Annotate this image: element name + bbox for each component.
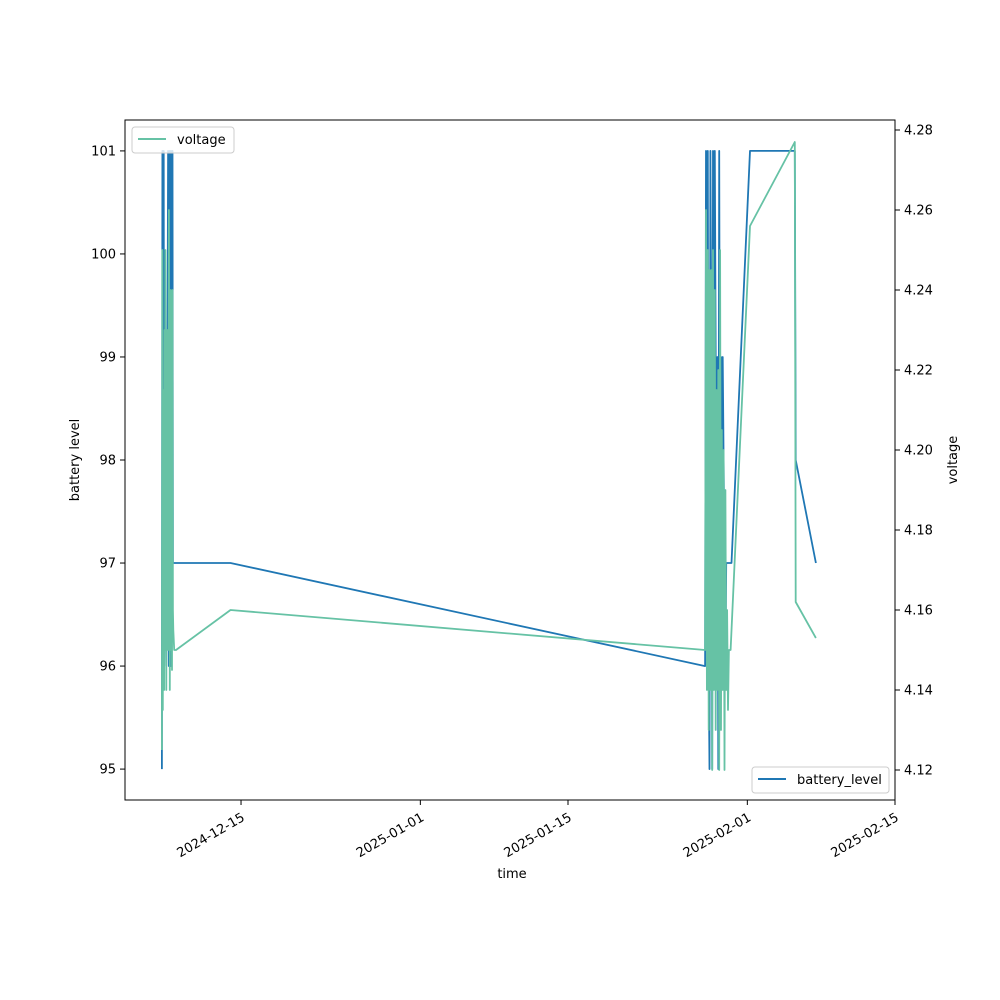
legend-battery-level-label: battery_level [797,773,882,788]
left-y-tick-label: 101 [91,144,116,159]
right-y-tick-label: 4.16 [904,604,933,619]
x-tick-label: 2025-02-01 [681,810,754,861]
x-tick-label: 2025-02-15 [829,810,902,861]
right-y-tick-label: 4.18 [904,524,933,539]
left-y-axis-title: battery level [68,419,83,502]
left-y-tick-label: 98 [99,454,116,469]
x-axis-title: time [497,867,526,882]
left-y-tick-label: 99 [99,350,116,365]
right-y-tick-label: 4.28 [904,124,933,139]
x-tick-label: 2025-01-01 [354,810,427,861]
right-y-tick-label: 4.22 [904,364,933,379]
series-line-voltage [160,141,817,771]
plot-frame [124,119,896,801]
legend-voltage-label: voltage [177,133,226,148]
right-y-tick-label: 4.12 [904,764,933,779]
legend-battery-level: battery_level [751,766,890,794]
right-y-axis-title: voltage [946,436,961,485]
right-y-tick-label: 4.14 [904,684,933,699]
legend-voltage: voltage [131,126,235,154]
x-tick-label: 2025-01-15 [502,810,575,861]
x-axis-ticks: 2024-12-15 2025-01-01 2025-01-15 2025-02-01… [175,800,902,861]
right-y-tick-label: 4.24 [904,284,933,299]
left-y-axis-ticks: 95 96 97 98 99 100 101 [91,144,125,778]
x-tick-label: 2024-12-15 [175,810,248,861]
right-y-axis-ticks: 4.12 4.14 4.16 4.18 4.20 4.22 4.24 4.26 4.28 [895,124,933,779]
right-y-tick-label: 4.20 [904,444,933,459]
left-y-tick-label: 100 [91,247,116,262]
left-y-tick-label: 96 [99,660,116,675]
plot-area [160,141,817,771]
left-y-tick-label: 97 [99,557,116,572]
right-y-tick-label: 4.26 [904,204,933,219]
left-y-tick-label: 95 [99,763,116,778]
